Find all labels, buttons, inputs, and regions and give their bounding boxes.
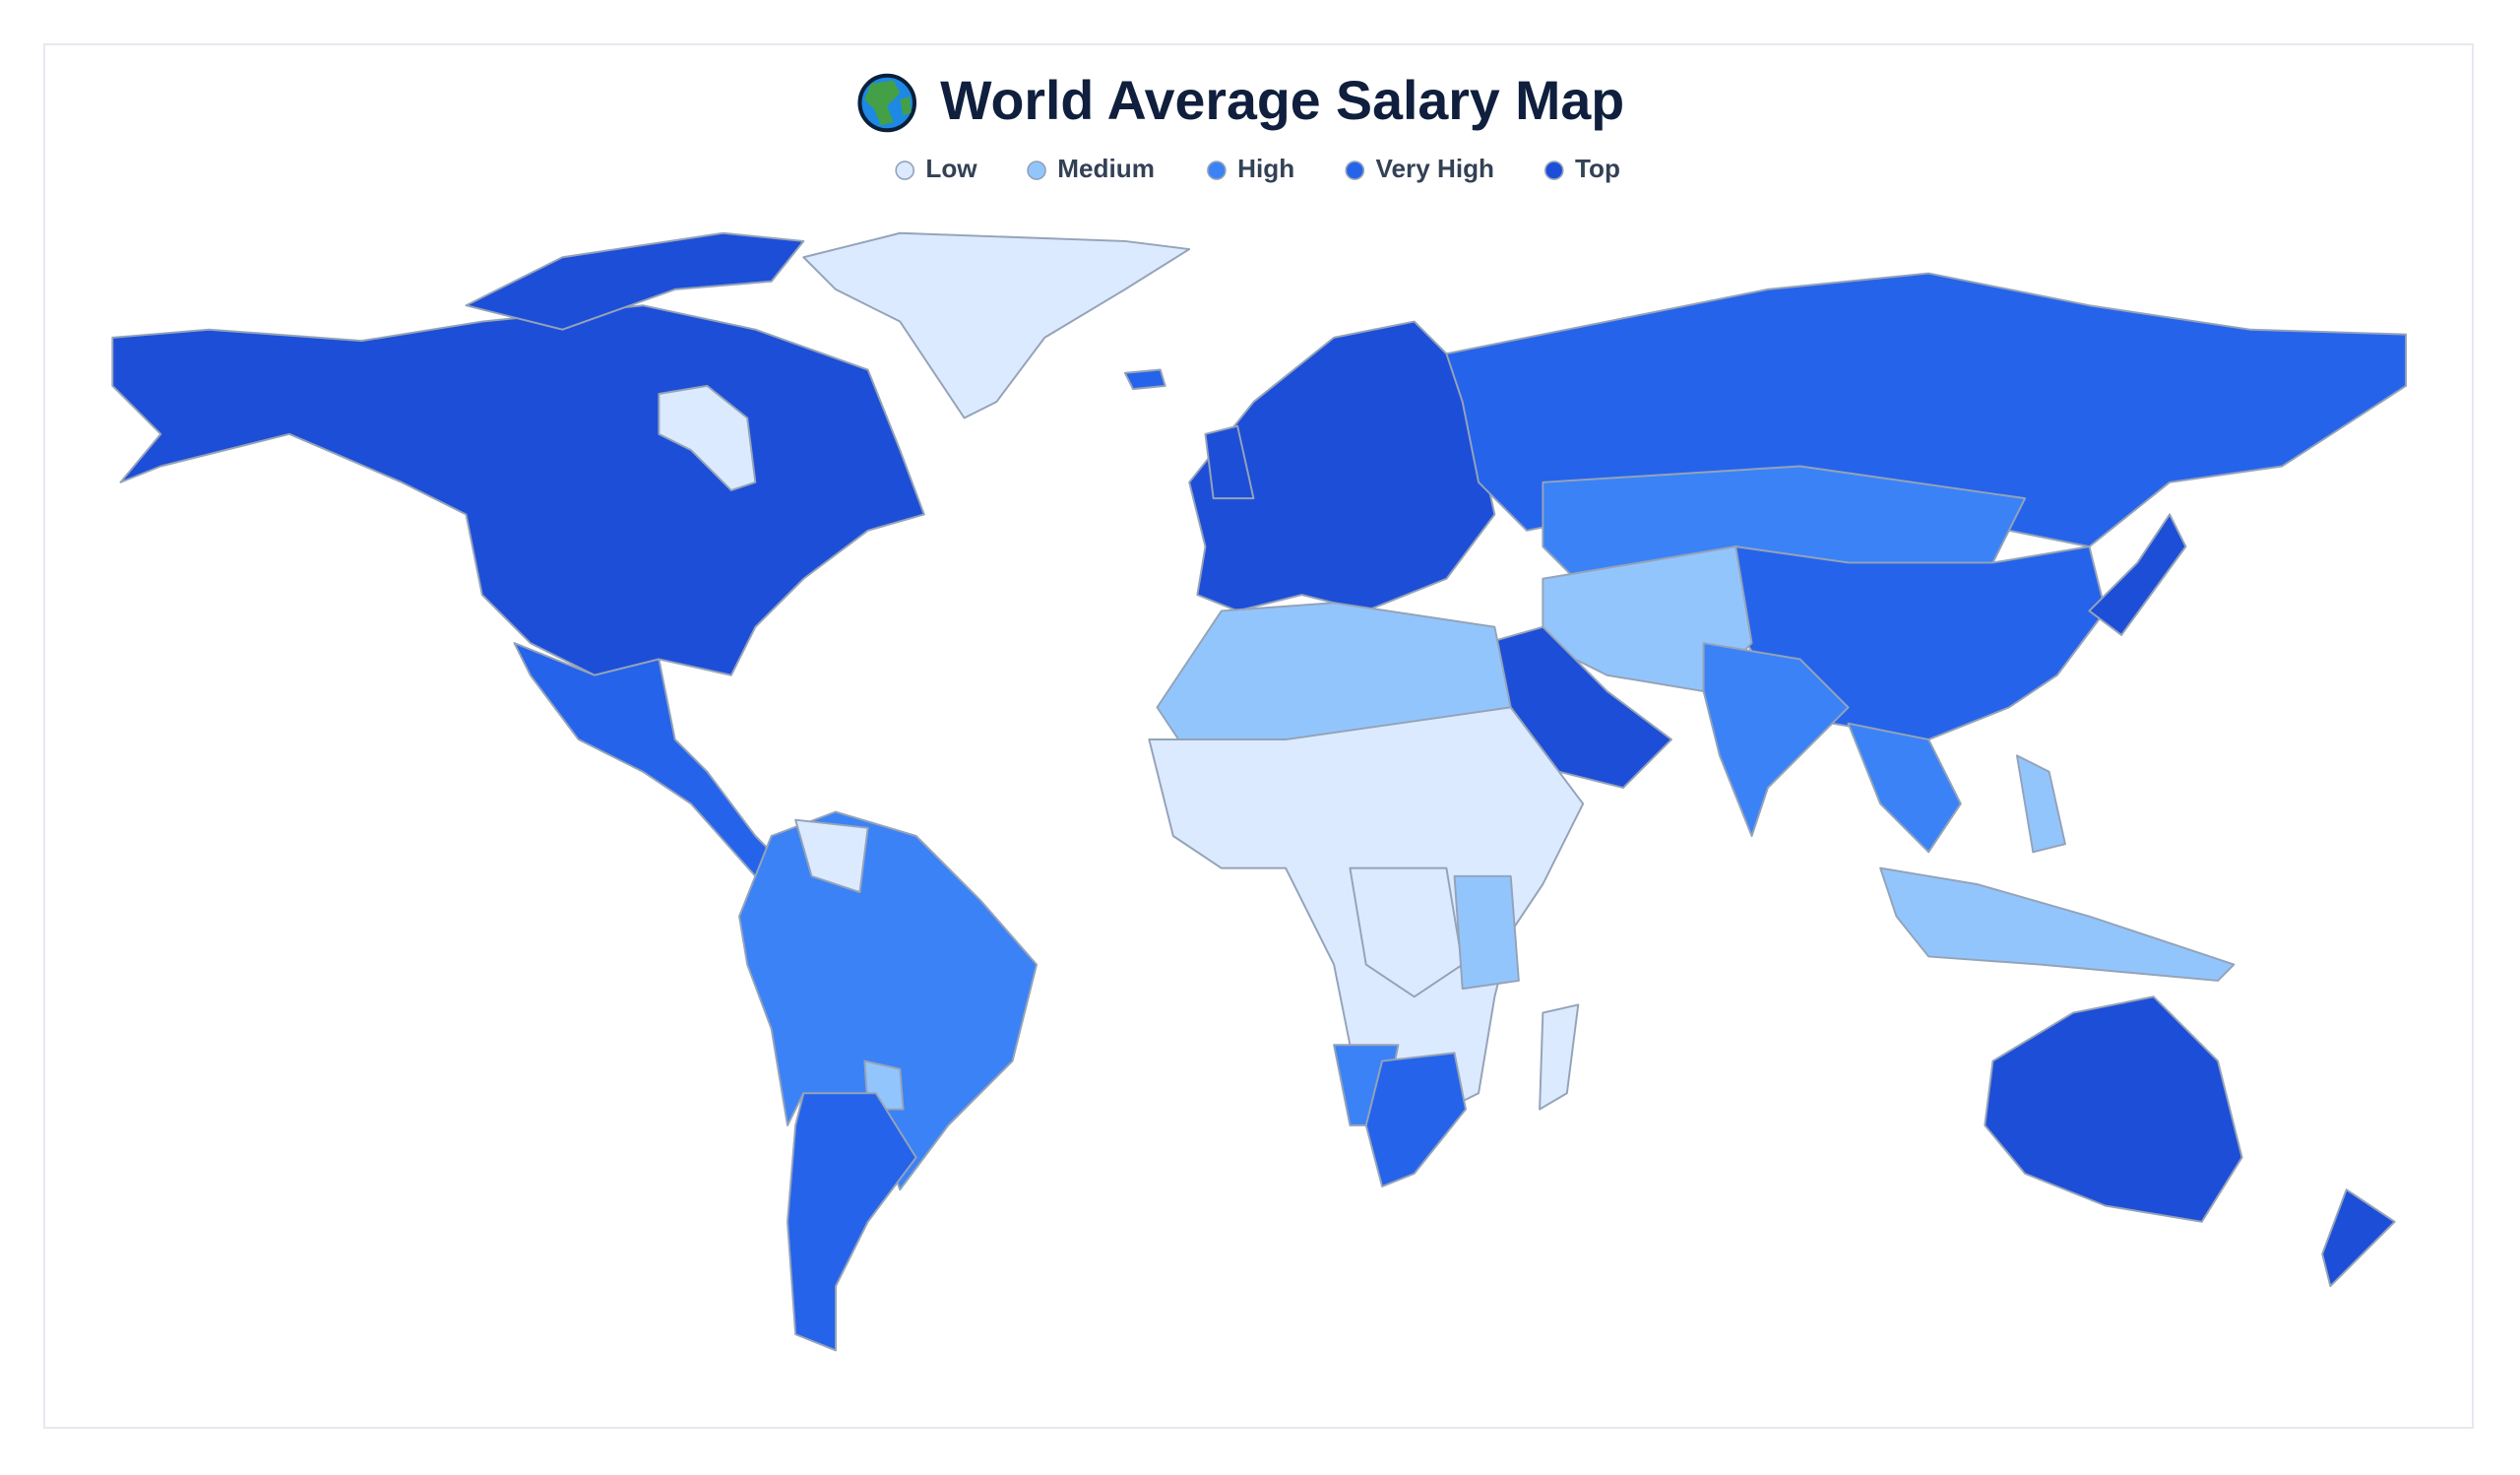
region [802,231,1191,419]
region [1984,995,2243,1223]
legend-swatch [1207,160,1227,180]
legend: Low Medium High Very High Top [895,154,1620,183]
region [1847,722,1962,854]
legend-label: Low [925,154,977,183]
region [2088,513,2187,636]
region [1364,1052,1467,1187]
region [1204,424,1255,500]
region [1349,866,1464,998]
region [1539,1003,1580,1111]
legend-label: High [1237,154,1294,183]
region [1879,866,2236,982]
region [1123,368,1166,391]
legend-label: Top [1575,154,1620,183]
region [658,384,757,491]
region [2321,1188,2396,1288]
map-card [43,43,2474,1429]
region [787,1092,917,1352]
legend-swatch [1027,160,1046,180]
legend-swatch [895,160,914,180]
region [794,818,869,894]
legend-swatch [1544,160,1564,180]
region [1188,320,1496,612]
region [111,304,925,676]
legend-label: Very High [1376,154,1494,183]
regions [111,231,2408,1352]
region [1453,874,1520,991]
globe-icon [857,73,917,133]
region [465,231,805,331]
legend-label: Medium [1057,154,1155,183]
region [2016,754,2066,854]
region [1702,642,1850,837]
title: World Average Salary Map [940,70,1624,131]
region [513,642,788,877]
legend-swatch [1345,160,1365,180]
